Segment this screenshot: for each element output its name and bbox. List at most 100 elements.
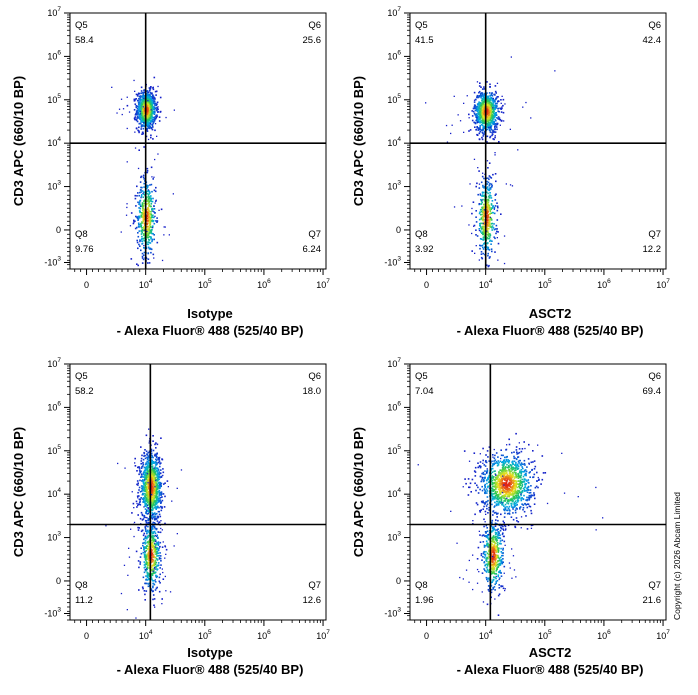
event-point-2 xyxy=(147,200,150,203)
event-point-outlier xyxy=(151,93,153,95)
event-point-1 xyxy=(140,107,142,109)
event-point-1 xyxy=(155,488,158,491)
event-point-1 xyxy=(498,474,501,476)
event-point-1 xyxy=(503,516,506,518)
event-point-1 xyxy=(160,437,162,439)
event-point-1 xyxy=(493,110,495,113)
event-point-1 xyxy=(155,485,158,487)
event-point-2 xyxy=(148,556,151,559)
event-point-1 xyxy=(486,128,488,131)
event-point-1 xyxy=(143,466,146,469)
event-point-1 xyxy=(157,485,160,487)
event-point-1 xyxy=(150,488,153,490)
event-point-1 xyxy=(156,109,158,112)
event-point-1 xyxy=(141,92,144,94)
event-point-1 xyxy=(491,110,494,113)
event-point-1 xyxy=(482,121,485,124)
event-point-1 xyxy=(153,502,155,504)
event-point-outlier xyxy=(143,245,145,247)
event-point-1 xyxy=(520,494,522,497)
x-tick-label: 107 xyxy=(316,629,330,641)
event-point-1 xyxy=(480,93,482,96)
event-point-outlier xyxy=(476,81,479,83)
event-point-2 xyxy=(486,183,488,185)
event-point-1 xyxy=(151,102,153,105)
event-point-outlier xyxy=(461,205,463,207)
event-point-2 xyxy=(489,218,492,220)
event-point-outlier xyxy=(139,205,142,208)
event-point-2 xyxy=(151,239,154,241)
event-point-1 xyxy=(151,470,153,472)
event-point-2 xyxy=(142,544,144,547)
y-tick-label: 106 xyxy=(387,49,401,61)
event-point-1 xyxy=(500,111,503,113)
event-point-1 xyxy=(148,482,150,485)
event-point-1 xyxy=(486,103,489,105)
event-point-2 xyxy=(135,550,138,553)
event-point-1 xyxy=(489,124,492,126)
event-point-1 xyxy=(147,125,150,128)
event-point-outlier xyxy=(450,132,452,135)
event-point-1 xyxy=(141,106,143,109)
event-point-1 xyxy=(506,460,509,463)
event-point-outlier xyxy=(164,226,166,228)
event-point-1 xyxy=(145,473,147,476)
event-point-1 xyxy=(145,481,147,484)
quadrant-name: Q6 xyxy=(308,20,321,31)
event-point-outlier xyxy=(530,117,532,119)
event-point-1 xyxy=(139,471,142,474)
event-point-2 xyxy=(152,555,155,558)
event-point-1 xyxy=(136,109,139,112)
event-point-outlier xyxy=(141,473,143,475)
event-point-2 xyxy=(155,552,158,555)
event-point-2 xyxy=(149,225,152,228)
event-point-1 xyxy=(141,103,143,106)
event-point-1 xyxy=(153,491,156,493)
event-point-2 xyxy=(495,193,497,195)
event-point-1 xyxy=(139,500,141,503)
event-point-1 xyxy=(482,118,484,121)
event-point-1 xyxy=(149,116,151,119)
y-tick-label: 107 xyxy=(387,6,401,18)
event-point-1 xyxy=(497,107,499,110)
quadrant-percent: 11.2 xyxy=(75,595,93,606)
event-point-2 xyxy=(152,569,154,571)
event-point-1 xyxy=(137,514,139,516)
event-point-1 xyxy=(143,487,146,489)
event-point-2 xyxy=(150,203,153,205)
event-point-1 xyxy=(148,122,151,124)
event-point-1 xyxy=(492,454,494,456)
event-point-1 xyxy=(493,115,495,117)
event-point-1 xyxy=(158,510,160,513)
event-point-outlier xyxy=(148,442,150,444)
event-point-outlier xyxy=(154,546,157,548)
event-point-2 xyxy=(146,582,148,585)
event-point-1 xyxy=(146,480,149,483)
event-point-1 xyxy=(152,456,154,459)
event-point-2 xyxy=(494,199,497,201)
event-point-1 xyxy=(145,521,148,524)
event-point-1 xyxy=(158,490,160,493)
event-point-1 xyxy=(144,497,146,500)
event-point-2 xyxy=(148,550,151,552)
event-point-outlier xyxy=(146,230,148,233)
event-point-1 xyxy=(146,464,149,466)
event-point-1 xyxy=(147,518,150,520)
event-point-1 xyxy=(487,120,490,122)
event-point-outlier xyxy=(162,474,164,477)
event-point-1 xyxy=(143,104,145,106)
quadrant-percent: 3.92 xyxy=(415,244,434,255)
event-point-outlier xyxy=(159,483,161,486)
event-point-2 xyxy=(145,569,148,571)
event-point-1 xyxy=(148,511,150,513)
event-point-2 xyxy=(488,264,490,267)
event-dots xyxy=(111,76,175,267)
event-point-1 xyxy=(142,95,144,98)
event-point-1 xyxy=(488,111,490,113)
event-point-1 xyxy=(526,503,529,505)
event-point-1 xyxy=(484,106,486,109)
event-point-2 xyxy=(487,223,489,226)
event-point-2 xyxy=(144,593,146,596)
event-point-1 xyxy=(483,112,485,115)
event-point-2 xyxy=(134,227,137,230)
